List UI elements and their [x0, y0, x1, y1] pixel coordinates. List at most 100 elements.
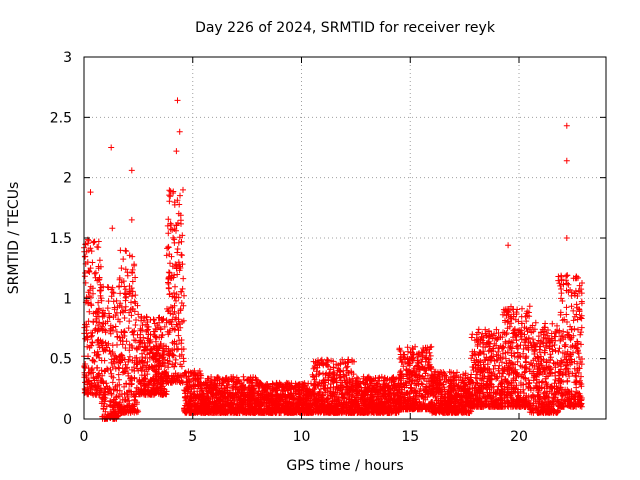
data-point — [96, 287, 103, 294]
data-point — [122, 266, 129, 273]
data-point — [98, 297, 105, 304]
data-point — [126, 397, 132, 404]
data-point — [144, 358, 151, 365]
data-point — [141, 346, 148, 353]
data-point — [190, 409, 197, 416]
data-point — [160, 374, 167, 381]
data-point — [90, 290, 96, 297]
data-point — [129, 407, 136, 414]
data-point — [178, 251, 185, 258]
data-point — [88, 342, 95, 349]
data-point — [116, 365, 123, 372]
data-point — [116, 358, 123, 365]
data-point — [105, 340, 112, 347]
data-point — [197, 385, 204, 392]
data-point — [164, 305, 170, 312]
data-point — [204, 395, 211, 402]
data-point — [106, 314, 113, 321]
data-point — [277, 393, 284, 400]
data-point — [164, 357, 171, 364]
data-point — [153, 358, 160, 365]
data-point — [221, 377, 228, 384]
data-point — [143, 314, 150, 320]
data-point — [287, 386, 294, 393]
data-point — [143, 366, 150, 373]
data-point — [169, 293, 176, 300]
data-point — [249, 388, 256, 394]
data-point — [160, 347, 167, 354]
data-point — [284, 387, 291, 394]
data-point — [290, 402, 296, 409]
data-point — [165, 216, 172, 223]
data-point — [275, 383, 282, 390]
data-point — [116, 275, 123, 281]
data-point — [131, 375, 138, 382]
data-point — [83, 321, 90, 328]
data-point — [166, 251, 173, 258]
data-point — [105, 298, 112, 305]
data-point — [200, 391, 207, 398]
data-point — [165, 243, 172, 250]
data-point — [99, 372, 106, 379]
data-point — [90, 319, 97, 326]
data-point — [174, 378, 181, 385]
data-point — [221, 407, 228, 414]
data-point — [201, 409, 208, 416]
data-point — [131, 298, 138, 305]
data-point — [127, 306, 134, 313]
data-point — [260, 391, 266, 398]
data-point — [126, 353, 133, 360]
data-point — [258, 401, 265, 408]
data-point — [128, 392, 135, 398]
data-point — [117, 300, 124, 307]
data-point — [152, 389, 159, 396]
data-point — [242, 398, 249, 405]
data-point — [214, 400, 221, 407]
data-point — [222, 393, 229, 399]
data-point — [294, 382, 301, 389]
data-point — [108, 370, 115, 377]
data-point — [98, 295, 104, 302]
data-point — [206, 384, 213, 391]
data-point — [121, 315, 128, 321]
data-point — [238, 390, 245, 397]
data-point — [90, 357, 97, 364]
data-point — [299, 402, 306, 409]
data-point — [96, 370, 103, 377]
data-point — [178, 238, 185, 245]
data-point — [248, 393, 255, 400]
data-point — [285, 380, 292, 387]
data-point — [145, 337, 152, 344]
data-point — [239, 409, 246, 416]
data-point — [178, 288, 185, 295]
data-point — [132, 274, 139, 281]
data-point — [237, 380, 243, 386]
data-point — [109, 284, 116, 291]
data-point — [110, 374, 117, 381]
data-point — [149, 364, 156, 371]
data-point — [128, 381, 135, 388]
data-point — [216, 387, 223, 394]
data-point — [94, 386, 101, 392]
data-point — [157, 391, 164, 398]
data-point — [161, 368, 168, 375]
data-point — [286, 383, 293, 390]
data-point — [177, 361, 184, 368]
data-point — [174, 246, 181, 252]
data-point — [95, 336, 102, 343]
data-point — [146, 390, 153, 397]
data-point — [104, 344, 110, 351]
data-point — [211, 406, 218, 413]
data-point — [135, 390, 142, 396]
data-point — [129, 288, 136, 295]
data-point — [299, 388, 306, 395]
data-point — [97, 263, 104, 270]
data-point — [128, 285, 135, 292]
data-point — [353, 374, 360, 381]
data-point — [185, 368, 192, 375]
data-point — [225, 396, 232, 402]
data-point — [161, 362, 168, 369]
data-point — [273, 392, 280, 398]
data-point — [124, 364, 131, 371]
